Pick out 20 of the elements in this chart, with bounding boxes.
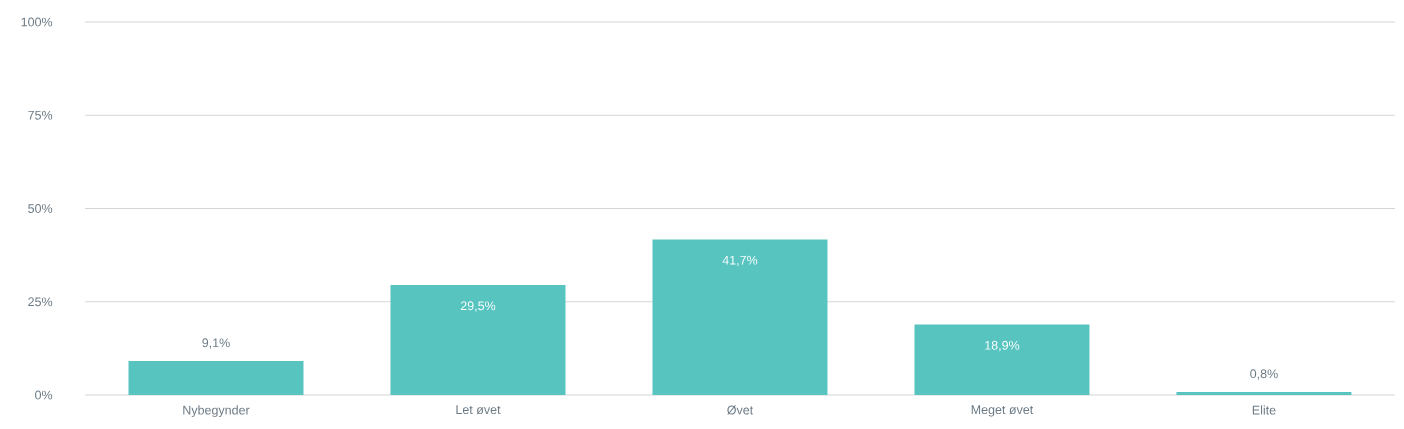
data-label: 9,1% — [202, 338, 230, 349]
x-tick-label: Øvet — [727, 405, 754, 415]
data-label: 41,7% — [722, 255, 758, 267]
x-tick-label: Nybegynder — [183, 405, 250, 418]
x-tick-label: Let øvet — [456, 405, 501, 415]
x-tick-label: Elite — [1252, 405, 1276, 415]
bar — [128, 361, 304, 395]
data-label: 0,8% — [1250, 369, 1278, 380]
y-tick-label: 25% — [28, 297, 53, 307]
y-tick-label: 50% — [28, 204, 53, 213]
y-tick-label: 75% — [28, 110, 53, 120]
data-label: 18,9% — [985, 340, 1020, 352]
y-tick-label: 100% — [21, 17, 53, 27]
bar — [914, 324, 1090, 395]
data-label: 29,5% — [460, 301, 496, 312]
bar — [1176, 392, 1352, 395]
x-tick-label: Meget øvet — [971, 405, 1034, 417]
bar — [652, 239, 828, 395]
y-tick-label: 0% — [35, 390, 53, 400]
bar — [390, 284, 566, 395]
